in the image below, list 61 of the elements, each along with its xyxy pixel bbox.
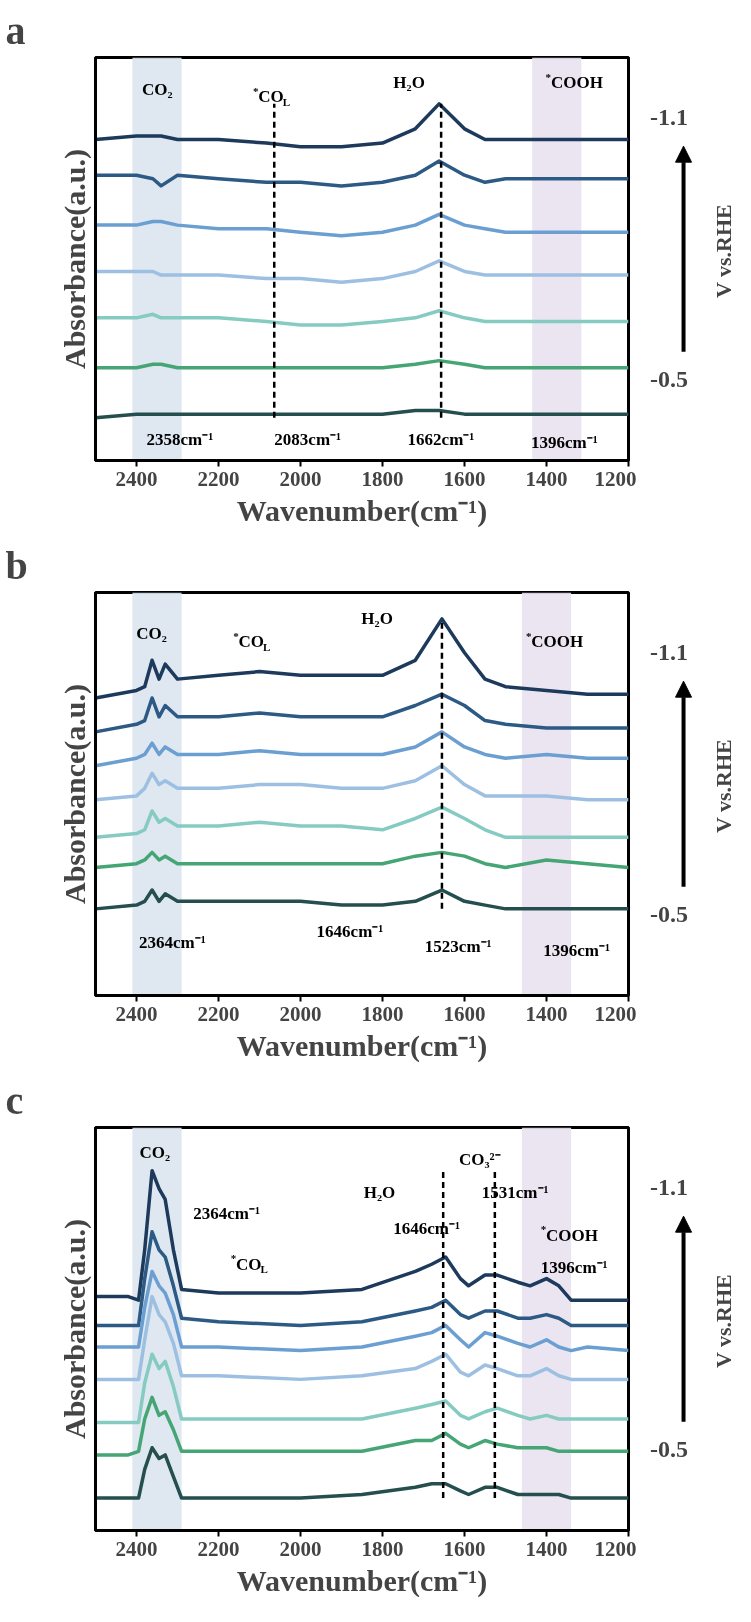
annotation: 1396cm⁻¹ (540, 1258, 608, 1278)
annotation: 1646cm⁻¹ (316, 921, 384, 941)
text: -0.5 (649, 1436, 688, 1463)
x-tick-label: 2000 (279, 1001, 322, 1026)
annotation: 1396cm⁻¹ (543, 940, 611, 960)
x-tick-label: 2200 (197, 1001, 240, 1026)
text: -0.5 (649, 366, 688, 393)
text: CO₂ (141, 80, 173, 100)
x-tick-label: 1600 (443, 1001, 486, 1026)
x-tick-label: 2400 (115, 1536, 158, 1561)
text: -0.5 (649, 901, 688, 928)
annotation: *COOH (540, 1223, 598, 1245)
annotation: H₂O (363, 1182, 396, 1202)
text: CO₃²⁻ (459, 1150, 501, 1170)
x-tick-label: 1200 (594, 1001, 637, 1026)
x-tick-label: 1800 (361, 1536, 404, 1561)
chart-title: a (5, 7, 26, 53)
text: *COOH (545, 70, 603, 92)
x-tick-label: 1200 (594, 466, 637, 491)
chart-title: c (5, 1077, 24, 1123)
annotation: 1646cm⁻¹ (393, 1218, 461, 1238)
chart-title: b (5, 542, 28, 588)
x-tick-label: 1400 (525, 466, 568, 491)
x-tick-label: 2200 (197, 1536, 240, 1561)
y-axis-title: Absorbance(a.u.) (57, 1218, 92, 1439)
annotation: CO₂ (136, 624, 167, 644)
annotation: 1531cm⁻¹ (481, 1182, 549, 1202)
text: V vs.RHE (711, 1274, 737, 1368)
x-tick-label: 2400 (115, 1001, 158, 1026)
annotation: 2364cm⁻¹ (139, 933, 206, 953)
x-tick-label: 2200 (197, 466, 240, 491)
annotation: H₂O (361, 609, 393, 629)
x-tick-label: 2000 (279, 466, 322, 491)
x-tick-label: 1800 (361, 1001, 404, 1026)
x-tick-label: 1400 (525, 1001, 568, 1026)
annotation: 1523cm⁻¹ (424, 937, 492, 957)
text: -1.1 (649, 1174, 688, 1201)
text: CO₂ (139, 1143, 171, 1163)
annotation: 1662cm⁻¹ (407, 429, 475, 449)
x-tick-label: 1400 (525, 1536, 568, 1561)
text: H₂O (393, 72, 425, 92)
annotation: 1396cm⁻¹ (531, 433, 598, 453)
annotation: 2083cm⁻¹ (274, 429, 342, 449)
text: V vs.RHE (711, 739, 737, 833)
x-tick-label: 1600 (443, 466, 486, 491)
y-axis-title: Absorbance(a.u.) (57, 683, 92, 904)
text: -1.1 (649, 639, 688, 666)
text: -1.1 (649, 104, 688, 131)
annotation: 2364cm⁻¹ (193, 1204, 260, 1224)
x-axis-title: Wavenumber(cm⁻¹) (236, 493, 488, 528)
text: V vs.RHE (711, 204, 737, 298)
x-tick-label: 2000 (279, 1536, 322, 1561)
x-tick-label: 2400 (115, 466, 158, 491)
x-axis-title: Wavenumber(cm⁻¹) (236, 1028, 488, 1063)
annotation: *COOH (525, 629, 584, 651)
x-tick-label: 1200 (594, 1536, 637, 1561)
x-axis-title: Wavenumber(cm⁻¹) (236, 1563, 488, 1598)
x-tick-label: 1600 (443, 1536, 486, 1561)
x-tick-label: 1800 (361, 466, 404, 491)
y-axis-title: Absorbance(a.u.) (57, 148, 92, 369)
annotation: 2358cm⁻¹ (146, 429, 214, 449)
